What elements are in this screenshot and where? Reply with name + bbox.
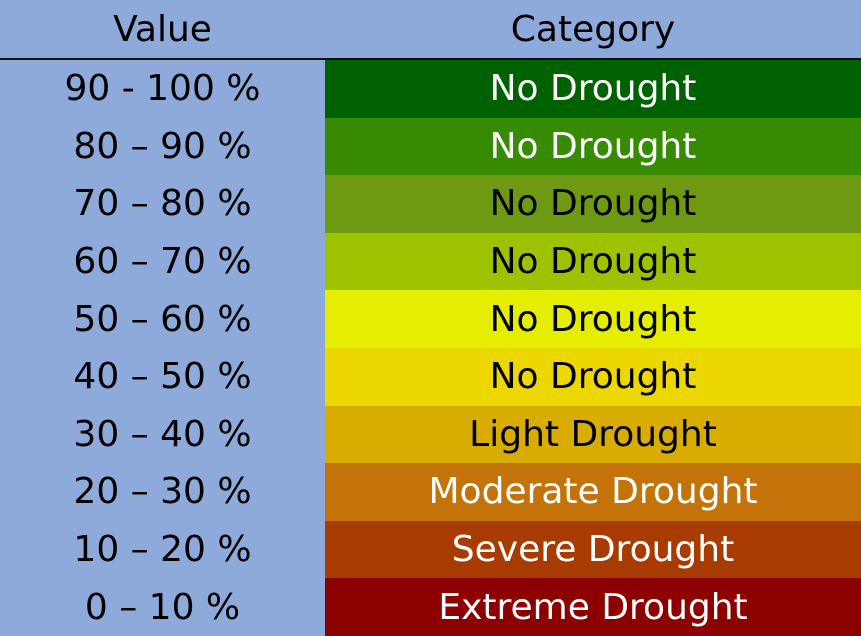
table-row: 30 – 40 % Light Drought [0, 405, 861, 464]
value-cell: 30 – 40 % [0, 405, 325, 464]
value-cell: 50 – 60 % [0, 290, 325, 348]
category-cell: Extreme Drought [325, 578, 861, 636]
value-cell: 80 – 90 % [0, 117, 325, 176]
table-row: 0 – 10 % Extreme Drought [0, 578, 861, 636]
category-cell: No Drought [325, 290, 861, 348]
value-cell: 90 - 100 % [0, 60, 325, 118]
category-cell: No Drought [325, 232, 861, 291]
category-cell: No Drought [325, 117, 861, 176]
table-row: 70 – 80 % No Drought [0, 175, 861, 233]
value-cell: 40 – 50 % [0, 347, 325, 406]
value-cell: 20 – 30 % [0, 463, 325, 521]
category-cell: No Drought [325, 175, 861, 233]
table-row: 90 - 100 % No Drought [0, 60, 861, 118]
table-row: 50 – 60 % No Drought [0, 290, 861, 348]
value-column-header: Value [113, 8, 212, 50]
table-row: 20 – 30 % Moderate Drought [0, 463, 861, 521]
table-body: 90 - 100 % No Drought 80 – 90 % No Drought 7… [0, 60, 861, 636]
category-cell: Moderate Drought [325, 463, 861, 521]
category-cell: No Drought [325, 347, 861, 406]
value-cell: 0 – 10 % [0, 578, 325, 636]
value-cell: 70 – 80 % [0, 175, 325, 233]
value-cell: 60 – 70 % [0, 232, 325, 291]
value-cell: 10 – 20 % [0, 520, 325, 579]
category-column-header: Category [510, 8, 676, 50]
table-row: 80 – 90 % No Drought [0, 117, 861, 176]
table-row: 10 – 20 % Severe Drought [0, 520, 861, 579]
category-cell: No Drought [325, 60, 861, 118]
category-cell: Light Drought [325, 405, 861, 464]
category-cell: Severe Drought [325, 520, 861, 579]
table-header: Value Category [0, 0, 861, 60]
table-row: 60 – 70 % No Drought [0, 232, 861, 291]
table-row: 40 – 50 % No Drought [0, 347, 861, 406]
